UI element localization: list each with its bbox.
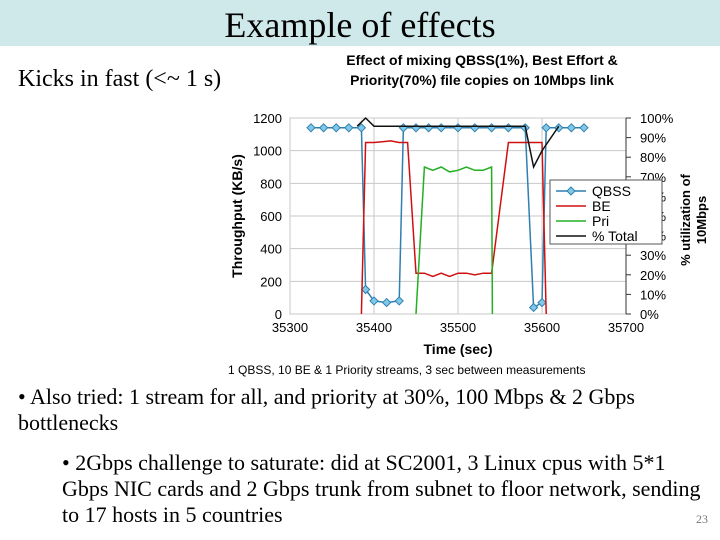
bullet-also-tried: • Also tried: 1 stream for all, and prio… bbox=[18, 384, 635, 435]
series-point-qbss-3 bbox=[344, 123, 354, 133]
legend-marker-qbss bbox=[566, 186, 576, 196]
y-tick-label-1200: 1200 bbox=[253, 111, 282, 126]
series-point-qbss-18 bbox=[528, 302, 539, 313]
y-tick-label-800: 800 bbox=[260, 176, 282, 191]
legend-label-total: % Total bbox=[592, 228, 638, 244]
y2-axis-title-line-2: 10Mbps bbox=[694, 196, 709, 244]
throughput-chart: 0 200 400 600 800 1000 1200 35300 35400 35500 3560… bbox=[228, 111, 709, 377]
x-tick-label-35300: 35300 bbox=[272, 320, 308, 335]
series-point-qbss-1 bbox=[318, 123, 329, 133]
series-point-qbss-2 bbox=[331, 123, 341, 133]
x-axis-title: Time (sec) bbox=[424, 341, 493, 357]
y-tick-label-600: 600 bbox=[260, 209, 282, 224]
y2-tick-label-2: 20% bbox=[640, 268, 666, 283]
y2-tick-label-10: 100% bbox=[640, 111, 674, 126]
series-point-qbss-5 bbox=[360, 284, 371, 295]
x-tick-label-35400: 35400 bbox=[356, 320, 392, 335]
series-point-qbss-7 bbox=[381, 297, 392, 308]
series-point-qbss-6 bbox=[369, 296, 379, 306]
slide-number: 23 bbox=[696, 512, 708, 526]
series-line-be bbox=[360, 140, 547, 315]
y2-tick-label-3: 30% bbox=[640, 248, 666, 263]
x-tick-label-35600: 35600 bbox=[524, 320, 560, 335]
y-tick-label-400: 400 bbox=[260, 242, 282, 257]
x-tick-label-35500: 35500 bbox=[440, 320, 476, 335]
y2-axis-title-line-1: % utilization of bbox=[678, 173, 693, 265]
y2-tick-label-1: 10% bbox=[640, 287, 666, 302]
slide-title: Example of effects bbox=[224, 5, 496, 45]
y-tick-label-1000: 1000 bbox=[253, 144, 282, 159]
legend-label-be: BE bbox=[592, 198, 611, 214]
legend-label-pri: Pri bbox=[592, 213, 609, 229]
series-line-total bbox=[356, 116, 560, 170]
legend-label-qbss: QBSS bbox=[592, 183, 631, 199]
series-line-pri bbox=[415, 165, 494, 315]
chart-caption: 1 QBSS, 10 BE & 1 Priority streams, 3 se… bbox=[228, 363, 586, 377]
y-tick-label-200: 200 bbox=[260, 274, 282, 289]
y2-tick-label-9: 90% bbox=[640, 131, 666, 146]
series-point-qbss-23 bbox=[579, 123, 589, 133]
series-point-qbss-8 bbox=[394, 296, 404, 306]
y2-tick-label-0: 0% bbox=[640, 307, 659, 322]
y-axis-title: Throughput (KB/s) bbox=[229, 154, 245, 278]
title-band bbox=[0, 0, 720, 46]
chart-title-line-1: Effect of mixing QBSS(1%), Best Effort & bbox=[346, 52, 618, 68]
series-point-qbss-22 bbox=[566, 123, 577, 133]
series-point-qbss-4 bbox=[356, 123, 367, 133]
x-tick-label-35700: 35700 bbox=[608, 320, 644, 335]
bullet-2gbps-challenge: • 2Gbps challenge to saturate: did at SC… bbox=[62, 450, 701, 527]
series-point-qbss-0 bbox=[306, 123, 316, 133]
series-point-qbss-20 bbox=[541, 123, 551, 133]
y-tick-label-0: 0 bbox=[275, 307, 282, 322]
series-point-qbss-19 bbox=[537, 297, 547, 308]
chart-title: Effect of mixing QBSS(1%), Best Effort &… bbox=[292, 50, 672, 90]
kicks-in-fast-note: Kicks in fast (<~ 1 s) bbox=[18, 66, 222, 92]
chart-title-line-2: Priority(70%) file copies on 10Mbps link bbox=[350, 72, 614, 88]
y2-tick-label-8: 80% bbox=[640, 150, 666, 165]
